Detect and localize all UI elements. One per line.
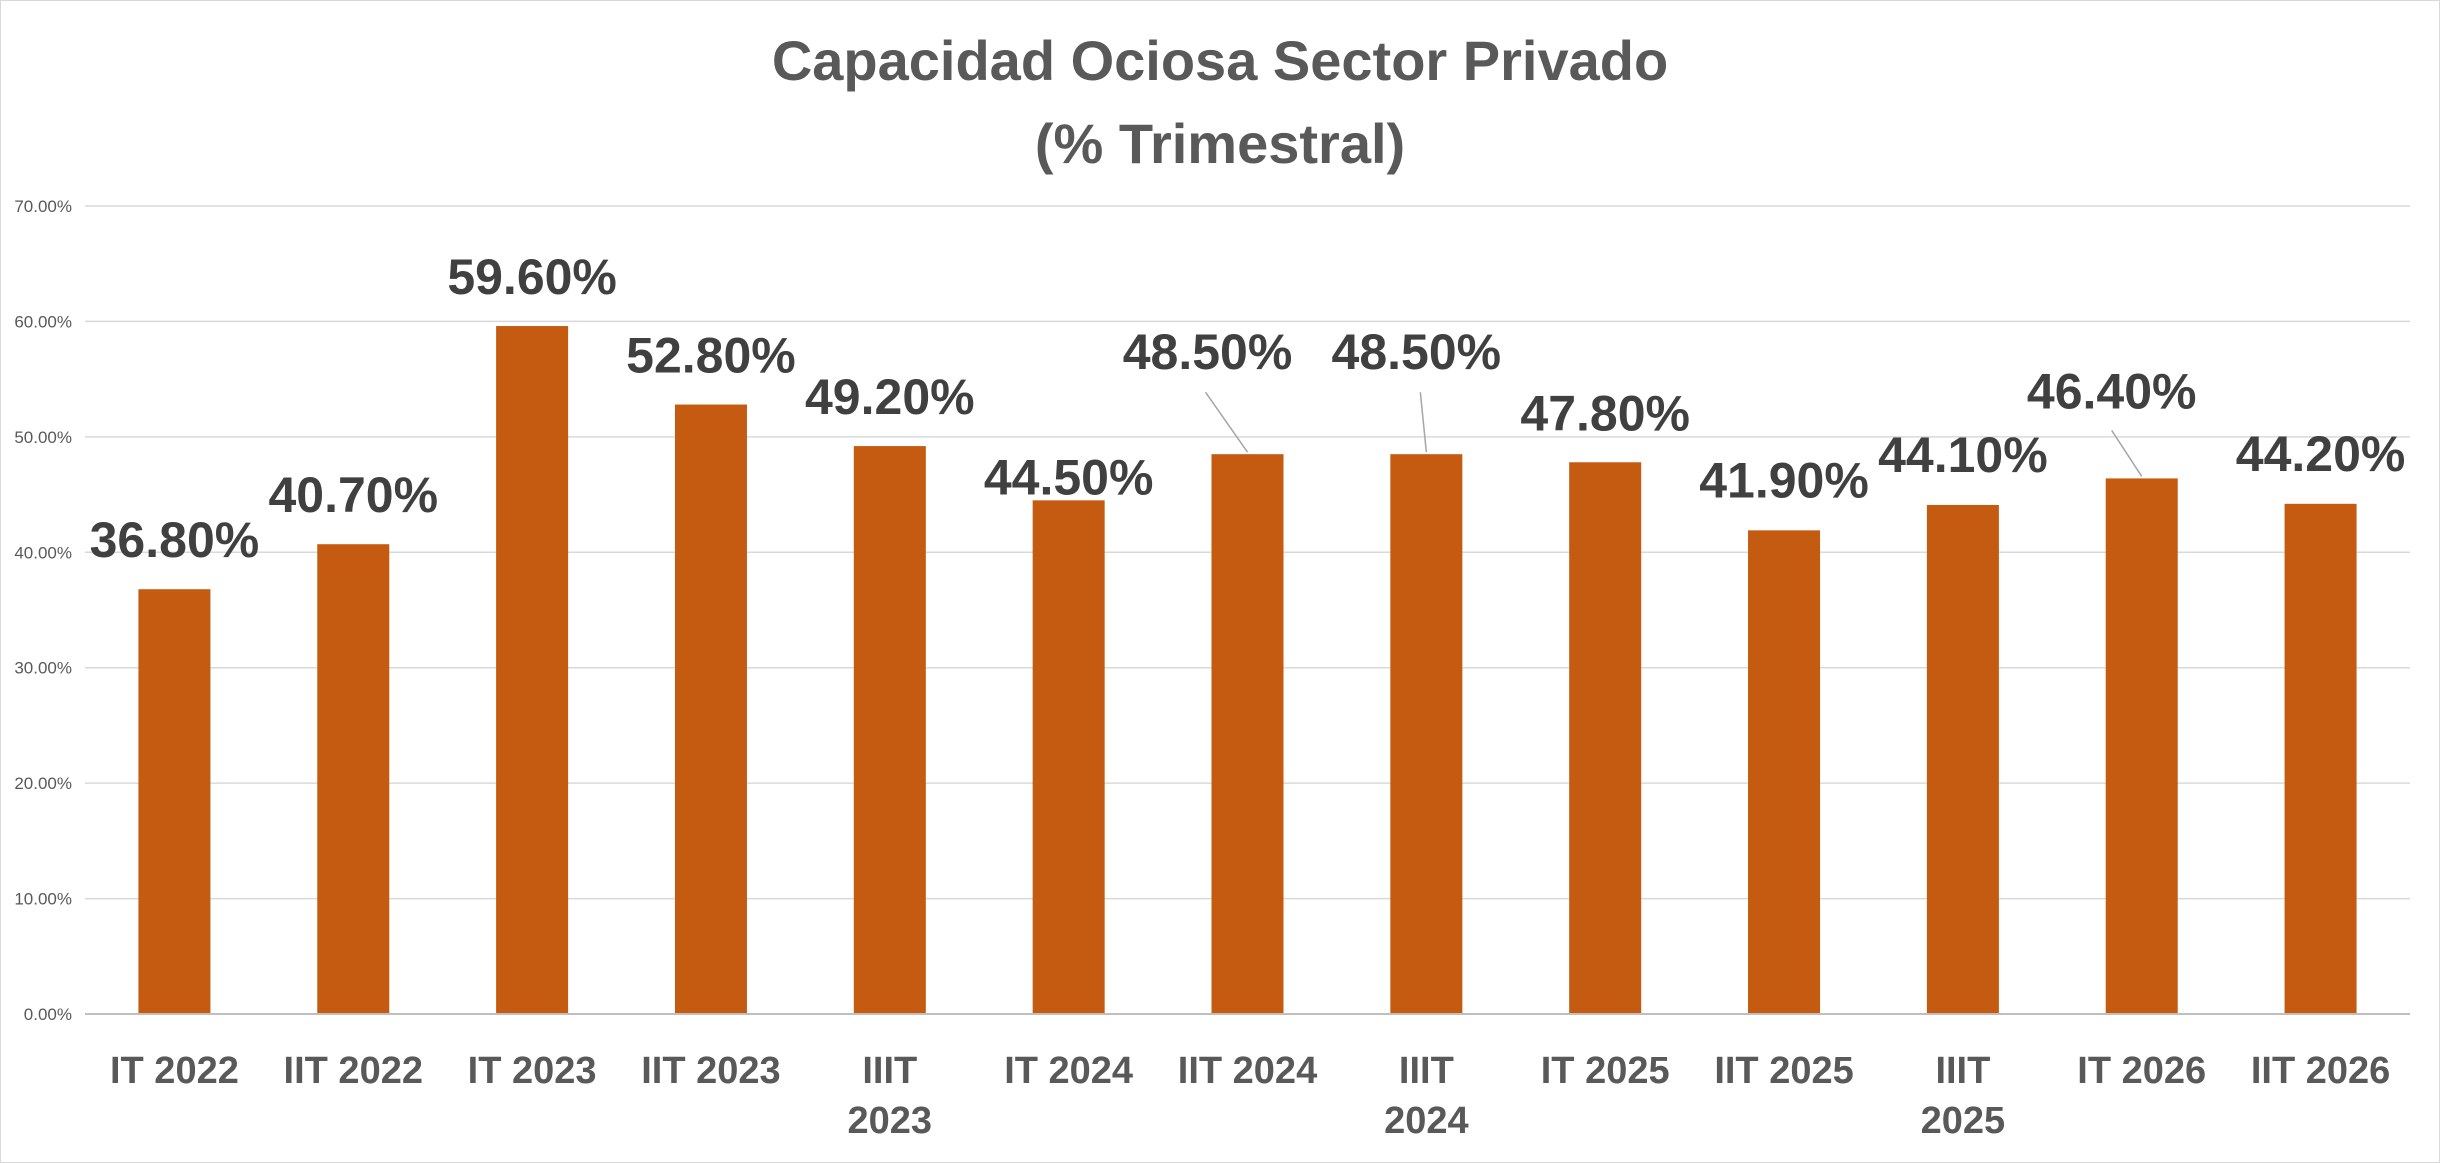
y-tick-label: 40.00% bbox=[14, 543, 72, 562]
leader-line bbox=[1419, 392, 1428, 453]
data-label: 44.20% bbox=[2236, 426, 2406, 482]
data-label: 48.50% bbox=[1332, 324, 1502, 380]
bar bbox=[2105, 478, 2178, 1014]
bar bbox=[1032, 500, 1105, 1014]
chart-title: Capacidad Ociosa Sector Privado (% Trimes… bbox=[772, 29, 1668, 175]
x-tick-label: IIIT 2025 bbox=[1921, 1050, 2006, 1142]
bar bbox=[1390, 454, 1463, 1015]
x-tick-label: IT 2024 bbox=[1004, 1050, 1133, 1092]
x-tick-label: IT 2022 bbox=[110, 1050, 239, 1092]
x-tick-label: IIT 2024 bbox=[1178, 1050, 1317, 1092]
x-tick-label: IIIT 2023 bbox=[848, 1050, 933, 1142]
data-label: 47.80% bbox=[1520, 385, 1690, 441]
bar bbox=[853, 446, 926, 1014]
data-label: 41.90% bbox=[1699, 452, 1869, 508]
leader-line bbox=[2111, 430, 2143, 477]
label-leader-lines bbox=[1204, 391, 2143, 477]
data-label: 48.50% bbox=[1123, 324, 1293, 380]
bar bbox=[138, 589, 211, 1014]
x-tick-label: IIIT 2024 bbox=[1384, 1050, 1469, 1142]
x-axis-tick-labels: IT 2022 IIT 2022 IT 2023 IIT 2023 IIIT 2023 IT… bbox=[110, 1050, 2390, 1142]
bars bbox=[138, 326, 2357, 1015]
y-tick-label: 60.00% bbox=[14, 312, 72, 331]
data-label: 46.40% bbox=[2027, 363, 2197, 419]
y-tick-label: 30.00% bbox=[14, 659, 72, 678]
bar bbox=[1748, 530, 1821, 1014]
leader-line bbox=[1204, 391, 1249, 453]
bar bbox=[2284, 503, 2357, 1014]
bar bbox=[496, 326, 569, 1014]
y-tick-label: 50.00% bbox=[14, 428, 72, 447]
bar bbox=[1569, 462, 1642, 1014]
y-axis-tick-labels: 0.00% 10.00% 20.00% 30.00% 40.00% 50.00% 60.00… bbox=[14, 197, 72, 1024]
y-tick-label: 0.00% bbox=[24, 1005, 72, 1024]
x-tick-label: IIT 2023 bbox=[641, 1050, 780, 1092]
x-tick-label: IT 2025 bbox=[1541, 1050, 1670, 1092]
y-tick-label: 20.00% bbox=[14, 774, 72, 793]
data-label: 40.70% bbox=[268, 467, 438, 523]
bar bbox=[1211, 454, 1284, 1015]
chart-title-line-1: Capacidad Ociosa Sector Privado bbox=[772, 29, 1668, 92]
data-label: 44.10% bbox=[1878, 427, 2048, 483]
bar bbox=[1926, 504, 1999, 1014]
x-tick-label: IT 2023 bbox=[468, 1050, 597, 1092]
bar bbox=[674, 404, 747, 1015]
y-tick-label: 70.00% bbox=[14, 197, 72, 216]
data-label: 36.80% bbox=[90, 512, 260, 568]
data-label: 44.50% bbox=[984, 449, 1154, 505]
x-tick-label: IT 2026 bbox=[2077, 1050, 2206, 1092]
x-tick-label: IIT 2025 bbox=[1714, 1050, 1853, 1092]
data-label: 59.60% bbox=[447, 249, 617, 305]
x-tick-label: IIT 2026 bbox=[2251, 1050, 2390, 1092]
data-labels: 36.80%40.70% 59.60%52.80%49.20%44.50% 48.5… bbox=[90, 249, 2406, 568]
y-tick-label: 10.00% bbox=[14, 890, 72, 909]
data-label: 49.20% bbox=[805, 369, 975, 425]
data-label: 52.80% bbox=[626, 328, 796, 384]
x-tick-label: IIT 2022 bbox=[284, 1050, 423, 1092]
gridlines bbox=[85, 205, 2410, 900]
bar bbox=[317, 544, 390, 1014]
chart-title-line-2: (% Trimestral) bbox=[1035, 112, 1405, 175]
